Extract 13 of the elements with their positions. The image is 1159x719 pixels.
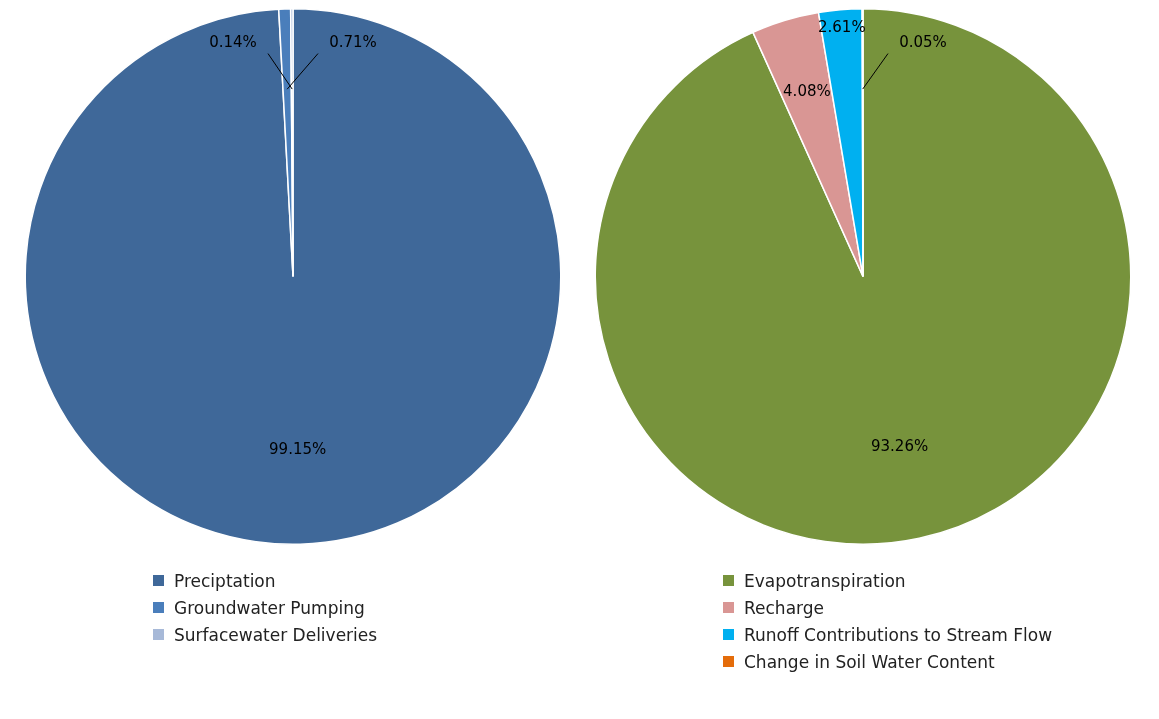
legend-label: Recharge: [744, 597, 824, 618]
data-label: 93.26%: [870, 436, 929, 455]
legend-label: Change in Soil Water Content: [744, 651, 995, 672]
data-label: 99.15%: [269, 440, 327, 459]
legend-label: Groundwater Pumping: [174, 597, 365, 618]
legend-label: Evapotranspiration: [744, 570, 906, 591]
legend-label: Runoff Contributions to Stream Flow: [744, 624, 1053, 645]
data-label: 4.08%: [783, 81, 831, 100]
data-label: 0.71%: [329, 33, 377, 52]
data-label: 0.05%: [899, 33, 947, 52]
legend-label: Preciptation: [174, 570, 276, 591]
legend-label: Surfacewater Deliveries: [174, 624, 378, 645]
data-label: 0.14%: [209, 33, 257, 52]
